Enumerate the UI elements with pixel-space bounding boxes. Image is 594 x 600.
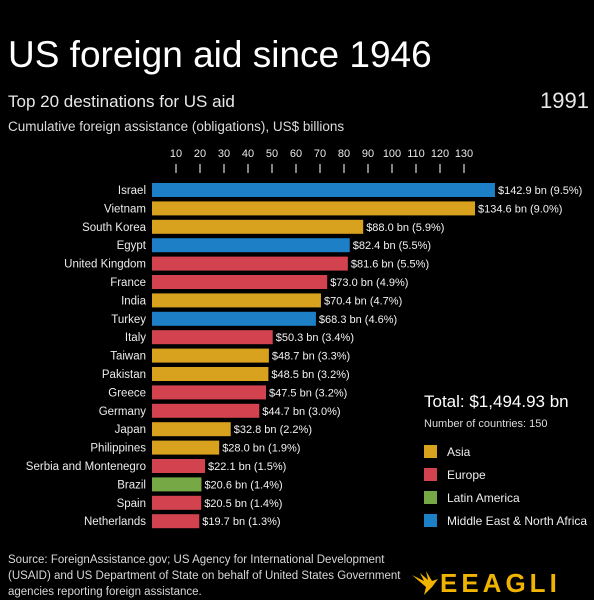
bar [152,422,231,437]
source-note: Source: ForeignAssistance.gov; US Agency… [8,554,401,598]
x-tick-label: 30 [218,148,230,160]
brand-logo: EEAGLI [410,568,561,599]
bar [152,385,266,400]
value-label: $142.9 bn (9.5%) [498,185,582,197]
legend-label: Asia [447,444,471,459]
legend-swatch [424,445,437,458]
category-label: France [110,277,146,289]
legend-item-europe: Europe [424,463,587,486]
chart-title: US foreign aid since 1946 [8,34,432,75]
year-label: 1991 [540,88,589,113]
legend-swatch [424,468,437,481]
category-label: South Korea [82,222,147,234]
x-tick-label: 110 [407,148,425,160]
x-tick-label: 40 [242,148,254,160]
value-label: $20.5 bn (1.4%) [204,498,282,510]
value-label: $47.5 bn (3.2%) [269,387,347,399]
legend-item-latin-america: Latin America [424,486,587,509]
x-tick-label: 80 [338,148,350,160]
total-label: Total: $1,494.93 bn [424,392,569,411]
x-tick-label: 120 [431,148,449,160]
legend: Asia Europe Latin America Middle East & … [424,440,587,532]
value-label: $20.6 bn (1.4%) [204,479,282,491]
value-label: $73.0 bn (4.9%) [330,277,408,289]
category-label: Egypt [117,240,147,252]
category-label: Italy [125,332,146,344]
bar [152,348,269,363]
x-tick-label: 130 [455,148,473,160]
category-label: Taiwan [110,351,146,363]
legend-swatch [424,514,437,527]
x-tick-label: 100 [383,148,401,160]
legend-swatch [424,491,437,504]
legend-item-middle-east: Middle East & North Africa [424,509,587,532]
bar [152,440,220,455]
bar [152,201,476,216]
category-label: Netherlands [84,516,146,528]
legend-label: Europe [447,467,486,482]
value-label: $48.7 bn (3.3%) [272,351,350,363]
category-label: Pakistan [102,369,146,381]
bar [152,238,350,253]
x-tick-label: 70 [314,148,326,160]
x-tick-label: 60 [290,148,302,160]
bar-chart: 10 20 30 40 50 60 70 80 90 100 110 120 130 Israel $142… [26,148,582,529]
category-label: United Kingdom [64,259,146,271]
country-count-label: Number of countries: 150 [424,418,548,430]
category-label: Philippines [90,443,146,455]
bar [152,330,273,345]
bar [152,293,321,308]
value-label: $50.3 bn (3.4%) [276,332,354,344]
value-label: $48.5 bn (3.2%) [271,369,349,381]
legend-label: Latin America [447,490,520,505]
chart-subtitle: Top 20 destinations for US aid [8,92,235,111]
bar [152,219,364,234]
category-label: Brazil [117,479,146,491]
value-label: $32.8 bn (2.2%) [234,424,312,436]
chart-description: Cumulative foreign assistance (obligatio… [8,119,345,134]
category-label: Turkey [111,314,146,326]
value-label: $22.1 bn (1.5%) [208,461,286,473]
value-label: $70.4 bn (4.7%) [324,295,402,307]
value-label: $134.6 bn (9.0%) [478,203,562,215]
logo-text: EEAGLI [440,568,561,598]
bar [152,311,316,326]
bar [152,495,202,510]
category-label: Spain [117,498,146,510]
value-label: $44.7 bn (3.0%) [262,406,340,418]
bar [152,477,202,492]
category-label: Japan [115,424,146,436]
bar [152,459,206,473]
category-label: India [121,295,147,307]
eagle-icon [412,570,438,595]
x-tick-label: 20 [194,148,206,160]
x-tick-label: 50 [266,148,278,160]
value-label: $82.4 bn (5.5%) [353,240,431,252]
category-label: Greece [108,387,146,399]
value-label: $68.3 bn (4.6%) [319,314,397,326]
value-label: $88.0 bn (5.9%) [366,222,444,234]
category-label: Vietnam [104,203,146,215]
category-label: Germany [99,406,147,418]
legend-item-asia: Asia [424,440,587,463]
bar [152,256,348,271]
x-tick-label: 90 [362,148,374,160]
category-label: Israel [118,185,146,197]
category-label: Serbia and Montenegro [26,461,146,473]
value-label: $81.6 bn (5.5%) [351,259,429,271]
bar [152,403,260,418]
bar [152,275,328,289]
bar [152,183,495,197]
value-label: $28.0 bn (1.9%) [222,443,300,455]
legend-label: Middle East & North Africa [447,513,588,528]
bar [152,367,269,381]
bar [152,514,200,529]
x-tick-label: 10 [170,148,182,160]
value-label: $19.7 bn (1.3%) [202,516,280,528]
